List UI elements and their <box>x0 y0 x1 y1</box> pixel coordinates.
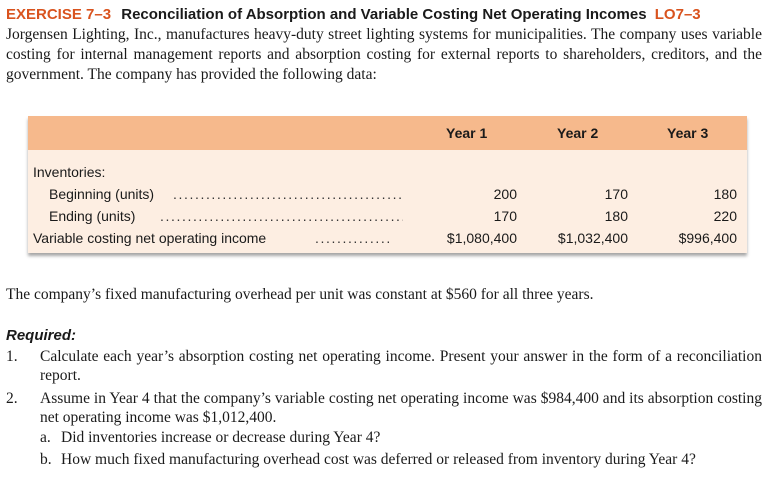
leader-dots: .............. <box>315 230 392 246</box>
subitem-letter: a. <box>40 429 51 446</box>
item-text: Assume in Year 4 that the company’s vari… <box>40 390 762 426</box>
item-text: Calculate each year’s absorption costing… <box>40 348 762 384</box>
leader-dots: ........................................… <box>160 208 403 224</box>
exercise-number: EXERCISE 7–3 <box>6 6 112 23</box>
table-header: Year 1 Year 2 Year 3 <box>28 116 747 150</box>
cell-ending-year-2: 180 <box>604 208 628 224</box>
data-table: Year 1 Year 2 Year 3 Inventories: Beginn… <box>28 116 747 253</box>
cell-ending-year-1: 170 <box>493 208 517 224</box>
row-label-beginning: Beginning (units) <box>49 186 155 202</box>
learning-objective: LO7–3 <box>654 6 701 23</box>
cell-beginning-year-1: 200 <box>493 186 517 202</box>
column-header-year-1: Year 1 <box>446 125 488 141</box>
item-number: 1. <box>6 348 18 365</box>
item-number: 2. <box>6 390 18 407</box>
required-heading: Required: <box>6 327 77 344</box>
cell-noi-year-3: $996,400 <box>678 230 737 246</box>
cell-beginning-year-3: 180 <box>713 186 737 202</box>
column-header-year-2: Year 2 <box>557 125 599 141</box>
required-subitem-2b: b. How much fixed manufacturing overhead… <box>0 450 770 490</box>
required-item-2: 2. Assume in Year 4 that the company’s v… <box>0 389 770 429</box>
intro-paragraph: Jorgensen Lighting, Inc., manufactures h… <box>6 26 762 83</box>
exercise-title: Reconciliation of Absorption and Variabl… <box>121 6 647 23</box>
cell-ending-year-3: 220 <box>713 208 737 224</box>
row-label-variable-costing-noi: Variable costing net operating income <box>33 230 267 246</box>
cell-noi-year-2: $1,032,400 <box>557 230 628 246</box>
row-label-ending: Ending (units) <box>49 208 136 224</box>
cell-noi-year-1: $1,080,400 <box>446 230 517 246</box>
overhead-note: The company’s fixed manufacturing overhe… <box>6 286 594 303</box>
subitem-text: Did inventories increase or decrease dur… <box>61 429 381 446</box>
cell-beginning-year-2: 170 <box>604 186 628 202</box>
subitem-text: How much fixed manufacturing overhead co… <box>61 451 696 468</box>
section-label-inventories: Inventories: <box>33 164 106 180</box>
required-item-1: 1. Calculate each year’s absorption cost… <box>0 347 770 387</box>
leader-dots: ........................................… <box>173 186 403 202</box>
column-header-year-3: Year 3 <box>667 125 709 141</box>
required-subitem-2a: a. Did inventories increase or decrease … <box>0 428 770 448</box>
exercise-heading: EXERCISE 7–3 Reconciliation of Absorptio… <box>6 5 766 25</box>
subitem-letter: b. <box>40 451 52 468</box>
